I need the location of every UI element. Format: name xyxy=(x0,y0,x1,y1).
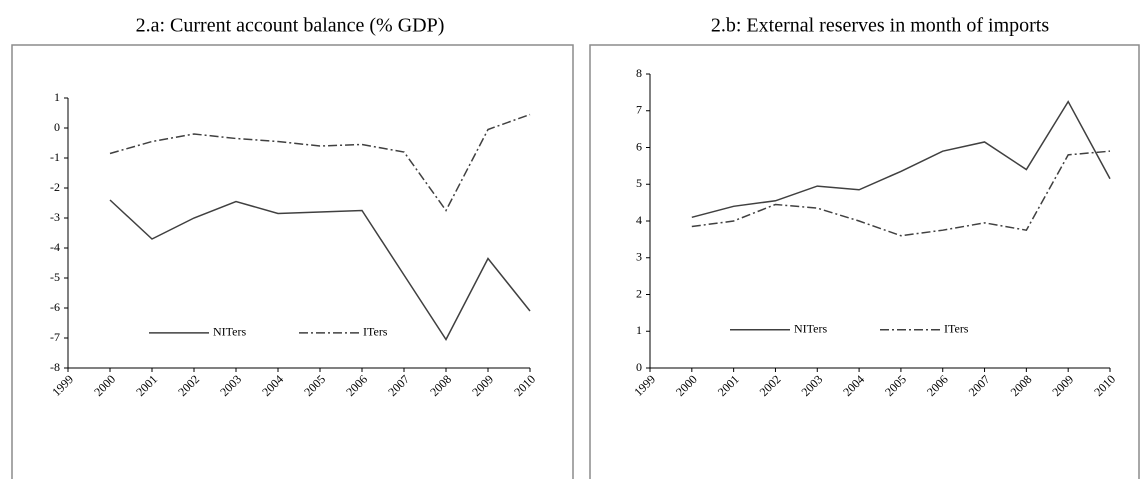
x-tick-label: 2001 xyxy=(133,372,160,399)
legend-label: NITers xyxy=(794,322,827,336)
x-tick-label: 1999 xyxy=(631,372,658,399)
chart-title: 2.b: External reserves in month of impor… xyxy=(711,15,1049,37)
x-tick-label: 2010 xyxy=(511,372,538,399)
y-tick-label: 8 xyxy=(636,66,642,80)
x-tick-label: 2000 xyxy=(673,372,700,399)
y-tick-label: 1 xyxy=(54,90,60,104)
y-tick-label: 0 xyxy=(54,120,60,134)
y-tick-label: 5 xyxy=(636,176,642,190)
series-line xyxy=(109,199,531,341)
x-tick-label: 2009 xyxy=(1049,372,1076,399)
x-tick-label: 2007 xyxy=(966,372,993,399)
y-tick-label: -5 xyxy=(50,270,60,284)
x-tick-label: 1999 xyxy=(49,372,76,399)
legend-label: ITers xyxy=(944,322,969,336)
y-tick-label: 0 xyxy=(636,360,642,374)
x-tick-label: 2008 xyxy=(1008,372,1035,399)
x-tick-label: 2002 xyxy=(757,372,784,399)
x-tick-label: 2005 xyxy=(882,372,909,399)
series-line xyxy=(109,113,531,212)
x-tick-label: 2010 xyxy=(1091,372,1118,399)
y-tick-label: -6 xyxy=(50,300,60,314)
legend-label: ITers xyxy=(363,325,388,339)
x-tick-label: 2007 xyxy=(385,372,412,399)
x-tick-label: 2003 xyxy=(798,372,825,399)
x-tick-label: 2004 xyxy=(840,372,867,399)
y-tick-label: -2 xyxy=(50,180,60,194)
y-tick-label: 7 xyxy=(636,103,642,117)
x-tick-label: 2009 xyxy=(469,372,496,399)
x-tick-label: 2005 xyxy=(301,372,328,399)
x-tick-label: 2008 xyxy=(427,372,454,399)
y-tick-label: -7 xyxy=(50,330,60,344)
x-tick-label: 2003 xyxy=(217,372,244,399)
y-tick-label: -8 xyxy=(50,360,60,374)
y-tick-label: -3 xyxy=(50,210,60,224)
x-tick-label: 2006 xyxy=(924,372,951,399)
y-tick-label: 2 xyxy=(636,286,642,300)
x-tick-label: 2002 xyxy=(175,372,202,399)
y-tick-label: 6 xyxy=(636,139,642,153)
y-tick-label: -4 xyxy=(50,240,60,254)
legend-label: NITers xyxy=(213,325,246,339)
x-tick-label: 2001 xyxy=(715,372,742,399)
series-line xyxy=(691,150,1111,237)
series-line xyxy=(691,100,1111,219)
chart-title: 2.a: Current account balance (% GDP) xyxy=(136,15,445,37)
y-tick-label: 3 xyxy=(636,250,642,264)
panel-frame xyxy=(589,44,1140,479)
panel-frame xyxy=(11,44,574,479)
x-tick-label: 2000 xyxy=(91,372,118,399)
y-tick-label: -1 xyxy=(50,150,60,164)
y-tick-label: 1 xyxy=(636,323,642,337)
x-tick-label: 2006 xyxy=(343,372,370,399)
x-tick-label: 2004 xyxy=(259,372,286,399)
y-tick-label: 4 xyxy=(636,213,642,227)
